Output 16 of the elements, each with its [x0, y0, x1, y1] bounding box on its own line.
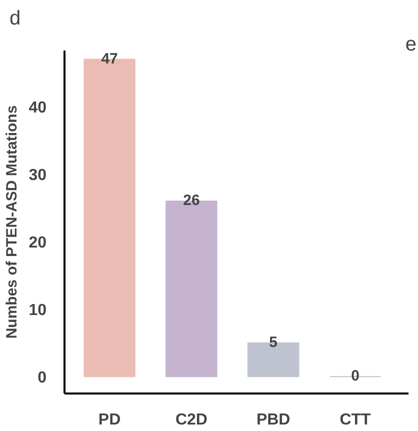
- data-label: 47: [101, 50, 118, 68]
- y-axis-title: Numbes of PTEN-ASD Mutations: [4, 105, 21, 339]
- y-tick-label: 30: [28, 167, 47, 184]
- data-label: 5: [269, 334, 278, 351]
- x-tick-label: CTT: [340, 412, 372, 428]
- y-tick-label: 40: [28, 100, 47, 117]
- x-tick-label: C2D: [175, 412, 208, 428]
- annotation: e: [405, 34, 416, 56]
- x-tick-label: PBD: [256, 412, 290, 428]
- chart-title: d: [10, 8, 21, 30]
- y-tick-label: 10: [28, 302, 47, 320]
- x-tick-label: PD: [98, 412, 121, 428]
- data-label: 26: [183, 192, 200, 210]
- y-tick-label: 0: [38, 370, 47, 387]
- data-label: 0: [351, 368, 360, 385]
- y-tick-label: 20: [28, 234, 47, 252]
